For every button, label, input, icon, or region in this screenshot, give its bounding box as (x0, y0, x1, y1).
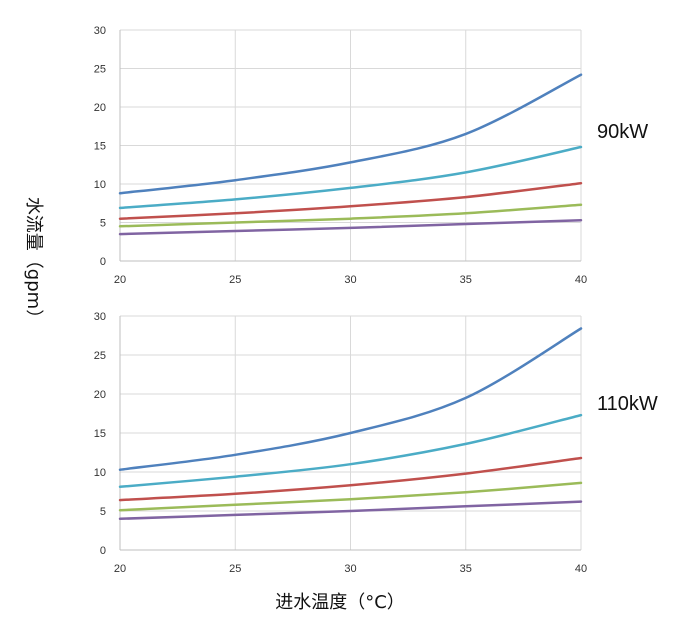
series-line-1 (118, 327, 583, 471)
series-line-1 (118, 73, 583, 195)
series-line-3 (118, 456, 583, 502)
y-axis-label: 水流量（gpm） (23, 197, 44, 327)
series-line-5 (118, 500, 583, 521)
y-tick-label: 0 (100, 545, 106, 557)
y-tick-label: 20 (94, 389, 106, 401)
chart-panel-2: 0 5 10 15 20 25 30 20 25 30 35 40 110kW (94, 311, 658, 575)
power-label: 90kW (597, 121, 648, 143)
y-tick-label: 30 (94, 25, 106, 37)
y-tick-label: 5 (100, 218, 106, 230)
x-tick-label: 30 (344, 274, 356, 286)
x-tick-label: 25 (229, 274, 241, 286)
x-tick-label: 35 (460, 563, 472, 575)
series-line-2 (118, 145, 583, 210)
series-line-2 (118, 413, 583, 489)
y-tick-label: 25 (94, 350, 106, 362)
series-line-3 (118, 181, 583, 220)
x-tick-label: 20 (114, 563, 126, 575)
x-tick-label: 30 (344, 563, 356, 575)
x-tick-label: 35 (460, 274, 472, 286)
y-tick-label: 15 (94, 141, 106, 153)
y-tick-label: 30 (94, 311, 106, 323)
y-tick-label: 20 (94, 102, 106, 114)
series-line-5 (118, 218, 583, 236)
series-line-4 (118, 481, 583, 512)
x-axis-label: 进水温度（°C） (275, 592, 405, 613)
y-tick-label: 10 (94, 179, 106, 191)
chart-panel-1: 0 5 10 15 20 25 30 20 25 30 35 40 90kW (94, 25, 648, 286)
x-tick-label: 20 (114, 274, 126, 286)
x-tick-label: 40 (575, 563, 587, 575)
y-tick-label: 25 (94, 64, 106, 76)
y-tick-label: 15 (94, 428, 106, 440)
power-label: 110kW (597, 393, 658, 415)
y-tick-label: 5 (100, 506, 106, 518)
x-tick-label: 40 (575, 274, 587, 286)
x-tick-label: 25 (229, 563, 241, 575)
y-tick-label: 0 (100, 256, 106, 268)
y-tick-label: 10 (94, 467, 106, 479)
series-line-4 (118, 203, 583, 228)
